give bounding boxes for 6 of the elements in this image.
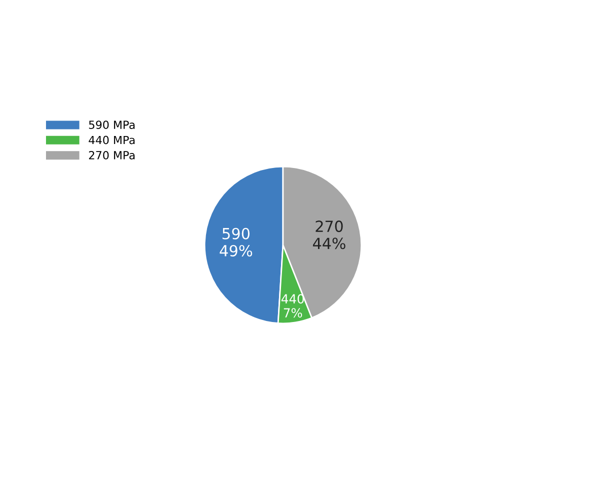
legend-label: 270 MPa <box>89 150 135 160</box>
data-label: 270 44% <box>312 220 346 250</box>
data-label: 440 7% <box>281 294 304 318</box>
data-label: 590 49% <box>220 228 252 257</box>
legend-label: 440 MPa <box>88 136 135 144</box>
legend-label: 590 MPa <box>89 120 135 129</box>
